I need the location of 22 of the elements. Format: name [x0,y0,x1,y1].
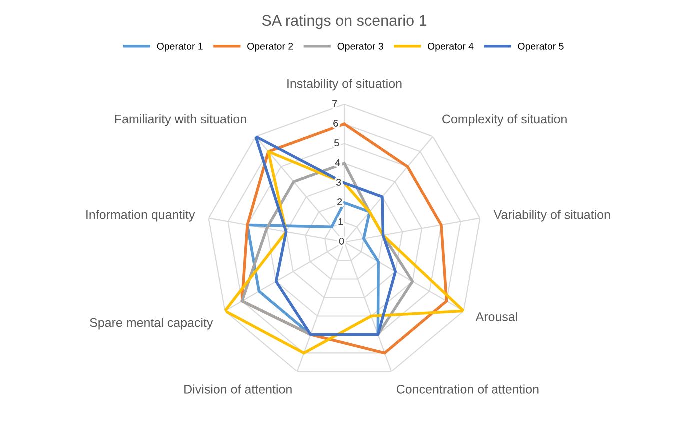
legend-label: Operator 5 [518,43,564,52]
spoke-label: Concentration of attention [396,384,539,394]
chart-title: SA ratings on scenario 1 [262,14,427,30]
spoke-label: Complexity of situation [442,114,567,126]
legend-label: Operator 3 [338,43,384,52]
spoke-label: Division of attention [184,384,292,394]
spoke-label: Familiarity with situation [115,114,246,126]
spoke-label: Information quantity [86,210,196,222]
y-tick-label: 2 [338,198,342,206]
legend-label: Operator 1 [157,43,203,52]
y-tick-label: 5 [334,140,340,147]
y-tick-label: 1 [338,218,344,226]
spoke-label: Arousal [476,312,518,322]
spoke-label: Instability of situation [288,79,402,91]
legend-label: Operator 2 [248,43,294,52]
y-tick-label: 0 [339,238,344,245]
spoke-label: Spare mental capacity [90,318,214,330]
y-tick-label: 7 [332,100,338,108]
y-tick-label: 4 [335,159,340,166]
y-tick-label: 6 [334,120,338,127]
legend-label: Operator 4 [428,43,474,52]
spoke-label: Variability of situation [494,210,610,222]
